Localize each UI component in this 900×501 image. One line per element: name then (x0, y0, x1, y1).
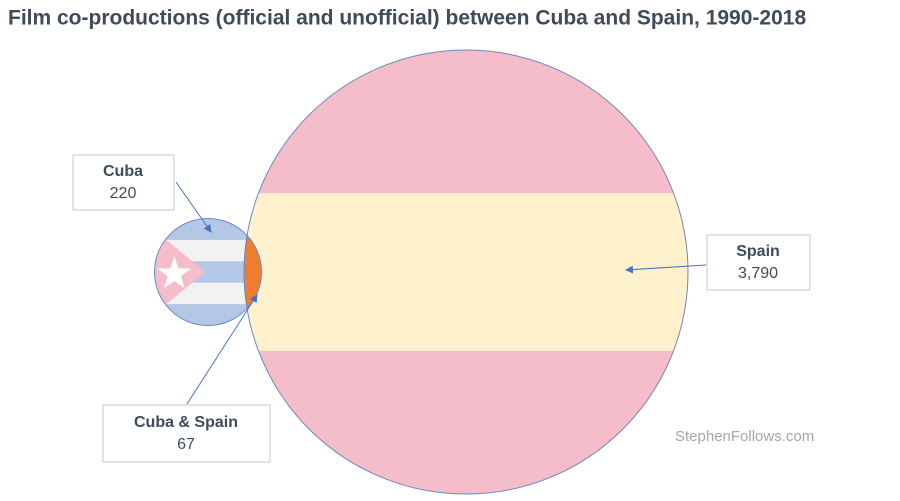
set-value: 3,790 (738, 265, 778, 282)
label-box (72, 154, 175, 211)
flag-stripe (244, 193, 688, 351)
chart-title: Film co-productions (official and unoffi… (8, 7, 806, 30)
plot (153, 49, 689, 495)
label-spain: Spain 3,790 (625, 234, 811, 291)
label-box (706, 234, 811, 291)
set-value: 67 (177, 436, 195, 453)
set-name: Spain (736, 243, 780, 260)
set-name: Cuba (103, 163, 143, 180)
flag-stripe (154, 218, 262, 241)
label-intersection: Cuba & Spain 67 (102, 294, 271, 463)
flag-star (157, 256, 192, 289)
set-name: Cuba & Spain (134, 414, 238, 431)
arrow (175, 181, 212, 233)
label-cuba: Cuba 220 (72, 154, 212, 233)
source: StephenFollows.com (675, 428, 814, 445)
spain-flag (244, 50, 688, 494)
flag-stripe (154, 304, 262, 326)
set-value: 220 (110, 185, 137, 202)
label-box (102, 404, 271, 463)
arrow (625, 264, 707, 274)
cuba-flag (154, 218, 262, 326)
arrow (186, 294, 258, 405)
